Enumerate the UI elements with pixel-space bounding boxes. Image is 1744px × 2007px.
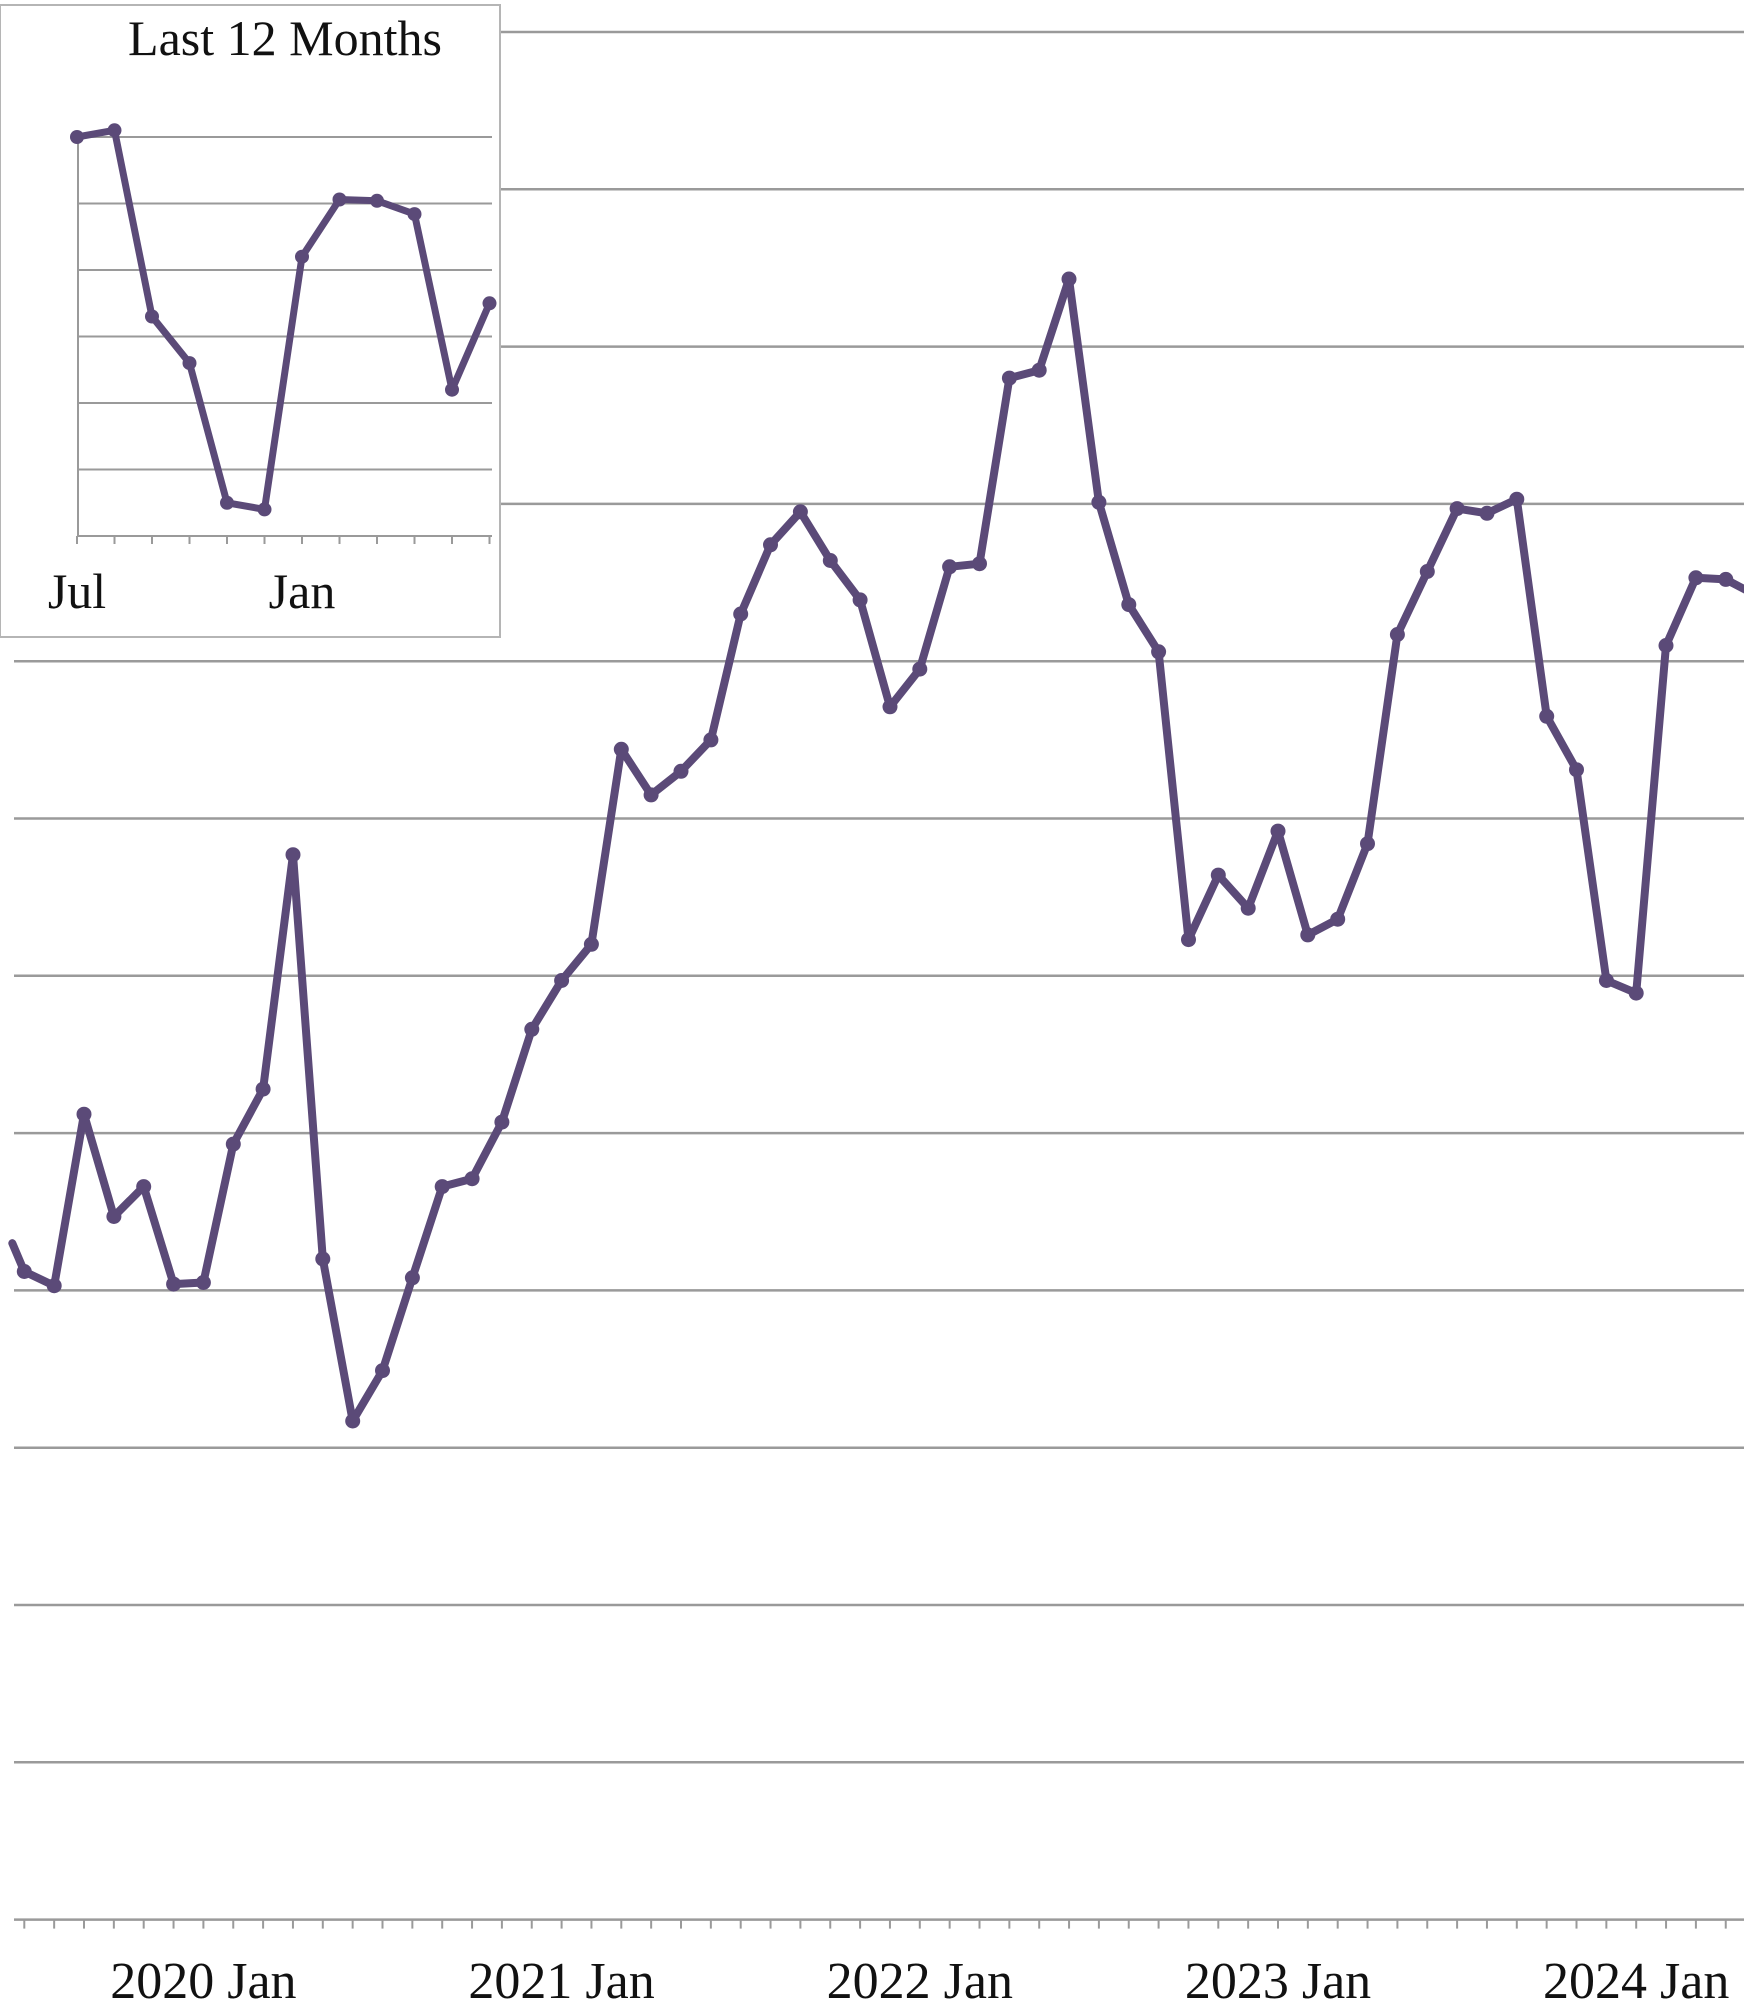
main-data-point xyxy=(852,592,868,608)
main-x-tick-label: 2021 Jan xyxy=(468,1953,654,2002)
inset-data-point xyxy=(445,382,459,397)
inset-data-point xyxy=(257,502,272,517)
inset-gridlines xyxy=(78,136,492,471)
main-data-point xyxy=(1151,644,1167,660)
inset-series-path xyxy=(73,126,493,513)
main-data-point xyxy=(1330,911,1346,927)
main-data-point xyxy=(136,1179,152,1195)
main-data-point xyxy=(1360,836,1375,852)
main-data-point xyxy=(46,1278,62,1294)
main-data-point xyxy=(1300,927,1316,943)
main-data-point xyxy=(345,1413,361,1429)
main-data-point xyxy=(375,1363,390,1379)
main-data-point xyxy=(1389,627,1405,642)
main-data-point xyxy=(1061,271,1077,287)
main-data-point xyxy=(16,1264,32,1279)
main-data-point xyxy=(942,559,958,575)
main-data-point xyxy=(494,1114,510,1130)
main-data-point xyxy=(106,1209,122,1224)
inset-data-point xyxy=(145,309,159,324)
main-data-point xyxy=(763,537,778,553)
main-data-point xyxy=(1598,973,1614,988)
main-data-point xyxy=(255,1081,271,1097)
main-data-point xyxy=(1091,494,1107,510)
main-x-axis: 2020 Jan 2021 Jan 2022 Jan 2023 Jan 2024 Jan xyxy=(14,1918,1744,2007)
inset-data-point xyxy=(295,249,309,264)
inset-x-tick-label: Jul xyxy=(48,563,106,619)
main-data-point xyxy=(1509,491,1525,507)
main-data-point xyxy=(1270,823,1286,839)
inset-data-point xyxy=(107,123,122,138)
inset-background xyxy=(0,4,501,638)
main-data-point xyxy=(643,787,659,803)
main-data-point xyxy=(613,741,629,757)
main-data-point xyxy=(404,1270,420,1286)
inset-x-axis: Jul Jan xyxy=(48,137,492,619)
inset-data-point xyxy=(370,193,384,208)
inset-data-point xyxy=(182,356,197,371)
main-data-point xyxy=(554,973,570,988)
main-data-point xyxy=(1449,501,1465,517)
inset-title: Last 12 Months xyxy=(128,10,442,66)
main-data-point xyxy=(1539,708,1555,724)
main-x-tick-label: 2020 Jan xyxy=(110,1953,296,2002)
main-data-point xyxy=(1688,570,1704,586)
main-data-point xyxy=(1419,564,1435,579)
main-data-point xyxy=(166,1276,182,1292)
inset-data-point xyxy=(407,207,422,222)
main-data-point xyxy=(464,1171,480,1187)
main-data-point xyxy=(882,699,898,715)
main-data-point xyxy=(434,1179,450,1195)
main-data-point xyxy=(1718,571,1734,587)
main-data-point xyxy=(195,1275,211,1290)
inset-data-point xyxy=(332,192,347,207)
main-x-tick-label: 2022 Jan xyxy=(827,1953,1013,2002)
main-data-point xyxy=(285,847,301,863)
main-data-point xyxy=(1658,638,1674,653)
main-x-tick-label: 2023 Jan xyxy=(1185,1953,1371,2002)
inset-data-point xyxy=(482,296,497,311)
main-data-point xyxy=(733,606,749,622)
main-data-point xyxy=(822,553,838,568)
main-data-point xyxy=(524,1021,540,1037)
inset-data-point xyxy=(70,130,84,144)
main-data-point xyxy=(225,1136,241,1152)
main-data-point xyxy=(1031,362,1047,378)
inset-series-line xyxy=(73,126,493,513)
main-data-point xyxy=(1479,505,1495,521)
main-data-point xyxy=(1569,762,1584,778)
main-data-point xyxy=(1210,867,1226,883)
main-data-point xyxy=(1240,900,1256,916)
inset-data-point xyxy=(220,495,234,510)
main-data-point xyxy=(315,1251,331,1267)
main-data-point xyxy=(972,556,987,572)
main-data-point xyxy=(583,936,599,952)
inset-series-points xyxy=(70,123,497,517)
main-data-point xyxy=(673,763,689,779)
main-data-point xyxy=(1001,370,1017,386)
main-data-point xyxy=(1181,932,1196,948)
main-data-point xyxy=(76,1106,92,1122)
main-data-point xyxy=(703,732,719,748)
main-data-point xyxy=(1628,985,1644,1001)
main-series-points xyxy=(16,271,1734,1429)
main-x-tick-label: 2024 Jan xyxy=(1543,1953,1729,2002)
inset-chart: Last 12 Months Jul Jan xyxy=(0,4,501,638)
main-data-point xyxy=(1121,597,1137,613)
main-data-point xyxy=(792,504,808,520)
inset-x-tick-label: Jan xyxy=(269,563,336,619)
main-data-point xyxy=(912,661,928,677)
